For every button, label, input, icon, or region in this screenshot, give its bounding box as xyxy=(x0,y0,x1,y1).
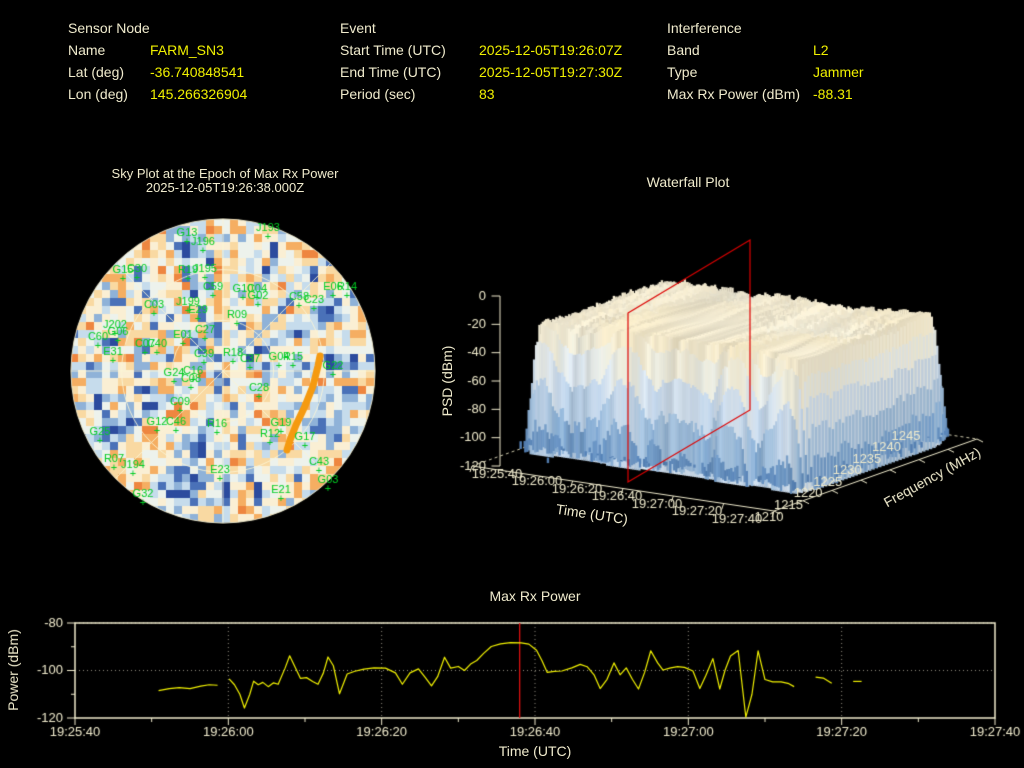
field-label: Lon (deg) xyxy=(68,86,128,102)
field-value: 2025-12-05T19:26:07Z xyxy=(479,42,623,58)
info-row: Lon (deg) 145.266326904 xyxy=(68,83,247,105)
interference-panel: Interference Band L2 Type Jammer Max Rx Po… xyxy=(667,17,864,105)
field-value: Jammer xyxy=(813,64,864,80)
field-value: L2 xyxy=(813,42,829,58)
info-row: Period (sec) 83 xyxy=(340,83,622,105)
power-plot-canvas xyxy=(0,585,1024,768)
sensor-node-panel-title: Sensor Node xyxy=(68,20,150,36)
waterfall-title: Waterfall Plot xyxy=(646,174,730,190)
sky-plot-title-line2: 2025-12-05T19:26:38.000Z xyxy=(145,180,305,195)
power-plot-x-axis-label: Time (UTC) xyxy=(498,743,572,759)
info-row: Name FARM_SN3 xyxy=(68,39,247,61)
info-row: End Time (UTC) 2025-12-05T19:27:30Z xyxy=(340,61,622,83)
field-label: Start Time (UTC) xyxy=(340,42,446,58)
sky-plot-title-line1: Sky Plot at the Epoch of Max Rx Power xyxy=(111,166,339,181)
interference-panel-title: Interference xyxy=(667,20,742,36)
sky-plot-canvas xyxy=(70,218,376,524)
field-value: 145.266326904 xyxy=(150,86,248,102)
event-panel: Event Start Time (UTC) 2025-12-05T19:26:0… xyxy=(340,17,622,105)
waterfall-psd-axis-label: PSD (dBm) xyxy=(439,345,455,417)
field-value: -36.740848541 xyxy=(150,64,245,80)
field-label: Lat (deg) xyxy=(68,64,125,80)
field-value: -88.31 xyxy=(813,86,853,102)
field-label: Name xyxy=(68,42,106,58)
field-label: End Time (UTC) xyxy=(340,64,442,80)
sky-plot-title: Sky Plot at the Epoch of Max Rx Power 20… xyxy=(70,167,380,195)
waterfall-canvas xyxy=(428,198,1024,562)
info-row: Lat (deg) -36.740848541 xyxy=(68,61,247,83)
sensor-node-panel: Sensor Node Name FARM_SN3 Lat (deg) -36.74… xyxy=(68,17,247,105)
field-label: Period (sec) xyxy=(340,86,416,102)
field-value: 83 xyxy=(479,86,495,102)
field-value: FARM_SN3 xyxy=(150,42,224,58)
info-row: Start Time (UTC) 2025-12-05T19:26:07Z xyxy=(340,39,622,61)
field-label: Max Rx Power (dBm) xyxy=(667,86,801,102)
info-row: Max Rx Power (dBm) -88.31 xyxy=(667,83,864,105)
field-label: Band xyxy=(667,42,700,58)
power-plot-y-axis-label: Power (dBm) xyxy=(5,629,21,711)
info-row: Type Jammer xyxy=(667,61,864,83)
info-row: Band L2 xyxy=(667,39,864,61)
field-value: 2025-12-05T19:27:30Z xyxy=(479,64,623,80)
event-panel-title: Event xyxy=(340,20,376,36)
field-label: Type xyxy=(667,64,698,80)
